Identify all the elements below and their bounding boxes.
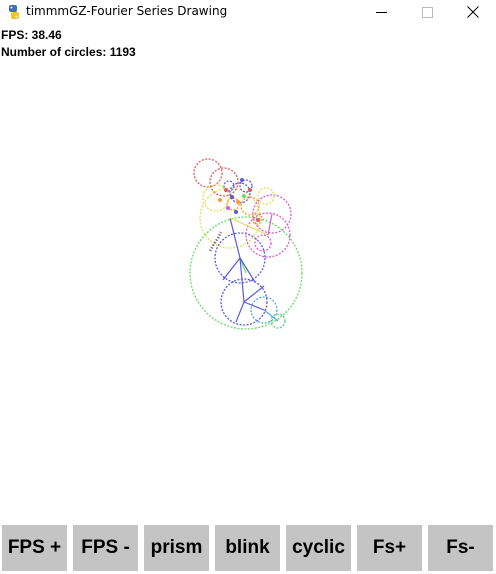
node-dot xyxy=(248,188,252,192)
node-dot xyxy=(256,218,260,222)
blink-label: blink xyxy=(225,537,270,558)
radius-line xyxy=(222,257,241,281)
fs-minus-label: Fs- xyxy=(446,537,475,558)
epicycle-circle xyxy=(254,234,272,252)
epicycle-circle xyxy=(223,180,235,192)
epicycle-circle xyxy=(250,296,278,324)
close-icon xyxy=(467,6,479,18)
maximize-button[interactable] xyxy=(404,0,450,24)
node-dot xyxy=(230,195,234,199)
epicycle-circle xyxy=(209,167,239,197)
radius-line xyxy=(243,301,265,311)
blink-button[interactable]: blink xyxy=(215,525,280,571)
radius-line xyxy=(229,217,241,259)
fs-plus-button[interactable]: Fs+ xyxy=(357,525,422,571)
circle-count-readout: Number of circles: 1193 xyxy=(1,45,136,59)
epicycle-circle xyxy=(251,213,263,225)
control-bar: FPS + FPS - prism blink cyclic Fs+ Fs- xyxy=(0,525,496,572)
radius-line xyxy=(239,257,256,283)
radius-line xyxy=(239,257,245,303)
prism-button[interactable]: prism xyxy=(144,525,209,571)
cyclic-label: cyclic xyxy=(292,537,345,558)
traced-path xyxy=(208,231,223,252)
epicycle-circle xyxy=(240,196,260,216)
epicycle-circle xyxy=(239,179,253,193)
fps-minus-button[interactable]: FPS - xyxy=(73,525,138,571)
node-dot xyxy=(236,200,240,204)
minimize-icon xyxy=(375,11,387,13)
title-bar: timmmGZ-Fourier Series Drawing xyxy=(0,0,496,24)
node-dot xyxy=(240,178,244,182)
epicycle-circle xyxy=(189,216,303,330)
radius-line xyxy=(267,213,273,236)
radius-line xyxy=(243,285,265,303)
epicycle-circle xyxy=(257,187,275,205)
epicycle-circle xyxy=(214,232,266,284)
fps-minus-label: FPS - xyxy=(81,537,130,558)
epicycle-circle xyxy=(245,212,291,258)
radius-line xyxy=(263,309,279,322)
radius-line xyxy=(235,301,245,323)
radius-line xyxy=(229,217,269,236)
prism-label: prism xyxy=(150,537,203,558)
node-dot xyxy=(226,206,230,210)
epicycle-circle xyxy=(202,184,230,212)
python-icon xyxy=(9,5,19,19)
epicycle-circle xyxy=(252,194,292,234)
maximize-icon xyxy=(421,6,433,18)
fps-readout: FPS: 38.46 xyxy=(1,28,62,42)
node-dot xyxy=(234,210,238,214)
node-dot xyxy=(218,198,222,202)
fourier-epicycles xyxy=(189,158,303,330)
minimize-button[interactable] xyxy=(358,0,404,24)
fs-minus-button[interactable]: Fs- xyxy=(428,525,493,571)
epicycle-circle xyxy=(270,313,286,329)
fps-plus-label: FPS + xyxy=(7,537,62,558)
epicycle-circle xyxy=(226,197,240,211)
fs-plus-label: Fs+ xyxy=(372,537,407,558)
epicycle-circle xyxy=(199,187,261,249)
window-title: timmmGZ-Fourier Series Drawing xyxy=(26,4,228,18)
close-button[interactable] xyxy=(450,0,496,24)
node-dot xyxy=(242,194,246,198)
epicycle-circle xyxy=(220,278,268,326)
node-dot xyxy=(224,188,228,192)
epicycle-circle xyxy=(193,158,223,188)
epicycle-circle xyxy=(229,182,251,204)
cyclic-button[interactable]: cyclic xyxy=(286,525,351,571)
fps-plus-button[interactable]: FPS + xyxy=(2,525,67,571)
